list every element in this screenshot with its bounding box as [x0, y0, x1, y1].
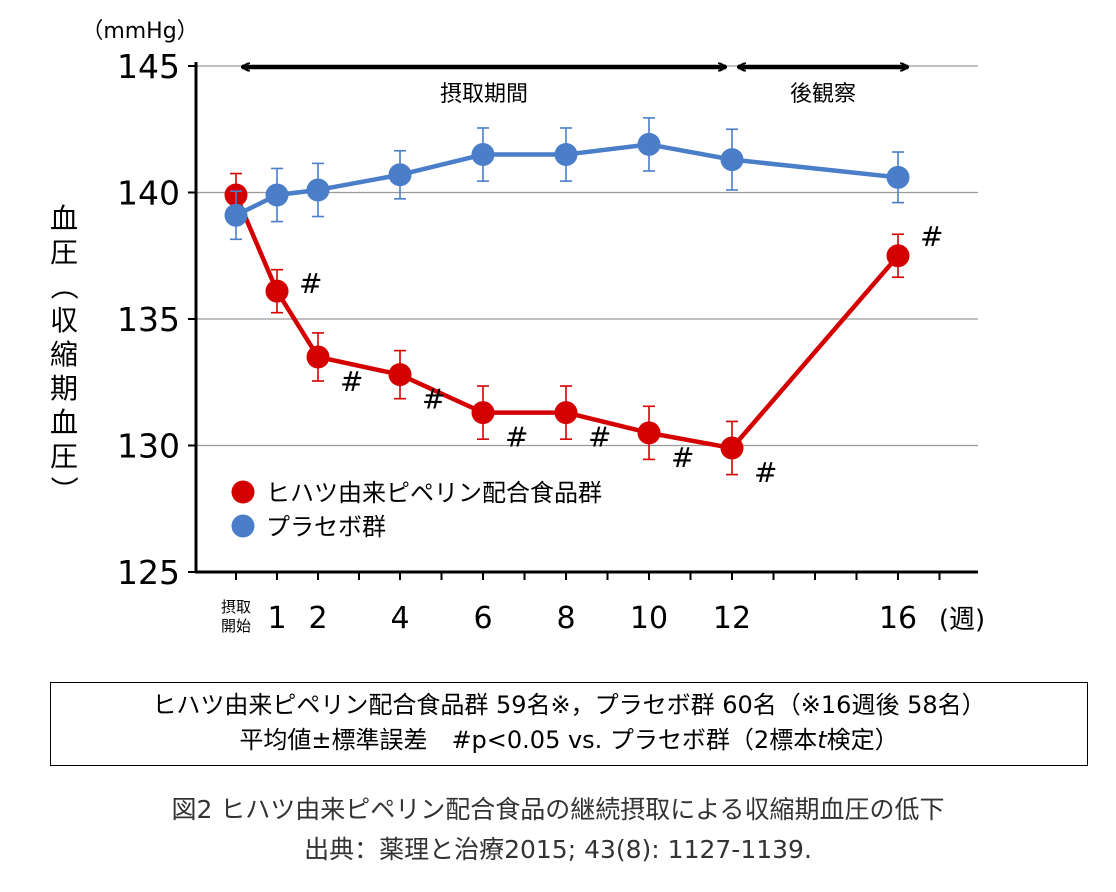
data-point-1-7 [720, 148, 744, 172]
period-arrows: 摂取期間 後観察 [242, 67, 908, 107]
note-line-2-prefix: 平均値±標準誤差 #p<0.05 vs. プラセボ群（2標本 [239, 726, 818, 754]
data-point-1-4 [471, 143, 495, 167]
x-tick-label-2: 2 [308, 601, 327, 636]
sig-marker-0-6: # [671, 441, 694, 474]
y-label-char-1: 圧 [50, 236, 78, 269]
period-label-0: 摂取期間 [440, 82, 528, 107]
data-point-0-1 [265, 279, 289, 303]
x-tick-label-16: 16 [879, 601, 917, 636]
x-start-label-line2: 開始 [221, 617, 251, 635]
figure-caption: 図2 ヒハツ由来ピペリン配合食品の継続摂取による収縮期血圧の低下 [171, 795, 945, 824]
data-point-1-1 [265, 183, 289, 207]
x-tick-label-8: 8 [556, 601, 575, 636]
x-tick-label-10: 10 [630, 601, 668, 636]
data-point-1-0 [224, 203, 248, 227]
series-layer: # # # # # # # # [224, 117, 943, 489]
y-tick-label-135: 135 [117, 300, 180, 339]
y-label-char-0: 血 [50, 202, 78, 235]
data-point-0-6 [637, 421, 661, 445]
x-tick-label-6: 6 [473, 601, 492, 636]
y-unit-label: （mmHg） [81, 19, 198, 44]
y-tick-label-140: 140 [117, 174, 180, 213]
sig-marker-0-7: # [754, 456, 777, 489]
data-point-1-5 [554, 143, 578, 167]
y-label-char-8: ） [47, 476, 80, 504]
axes [188, 62, 978, 580]
gridlines [196, 65, 978, 447]
note-line-2-italic: t [817, 726, 827, 754]
data-point-0-4 [471, 401, 495, 425]
data-point-0-5 [554, 401, 578, 425]
data-point-0-7 [720, 436, 744, 460]
y-label-char-7: 圧 [50, 440, 78, 473]
y-label-char-3: 収 [50, 304, 78, 337]
series-1 [224, 117, 910, 241]
data-point-1-2 [306, 178, 330, 202]
legend-label-1: プラセボ群 [266, 513, 386, 541]
sig-marker-0-4: # [505, 421, 528, 454]
note-line-2-suffix: 検定） [826, 726, 899, 754]
x-tick-label-12: 12 [713, 601, 751, 636]
sig-marker-0-1: # [299, 267, 322, 300]
legend-label-0: ヒハツ由来ピペリン配合食品群 [266, 479, 602, 507]
data-point-0-8 [886, 244, 910, 268]
sig-marker-0-5: # [588, 421, 611, 454]
x-start-label-line1: 摂取 [221, 598, 251, 616]
legend-marker-1 [231, 514, 255, 538]
y-label-char-4: 縮 [50, 338, 78, 371]
series-0: # # # # # # # # [224, 172, 943, 489]
note-line-2: 平均値±標準誤差 #p<0.05 vs. プラセボ群（2標本t検定） [51, 723, 1087, 758]
figure-source: 出典：薬理と治療2015; 43(8): 1127-1139. [304, 835, 812, 864]
y-tick-label-125: 125 [117, 553, 180, 592]
y-label-char-6: 血 [50, 406, 78, 439]
note-line-1: ヒハツ由来ピペリン配合食品群 59名※，プラセボ群 60名（※16週後 58名） [152, 691, 986, 719]
data-point-1-8 [886, 165, 910, 189]
data-point-0-2 [306, 345, 330, 369]
data-point-1-6 [637, 132, 661, 156]
data-point-0-3 [388, 363, 412, 387]
y-label-char-2: （ [47, 272, 80, 300]
sig-marker-0-8: # [920, 220, 943, 253]
legend-marker-0 [231, 480, 255, 504]
x-unit-label: (週) [939, 605, 985, 635]
period-label-1: 後観察 [790, 82, 856, 107]
sig-marker-0-3: # [422, 383, 445, 416]
data-point-1-3 [388, 163, 412, 187]
study-note-box: ヒハツ由来ピペリン配合食品群 59名※，プラセボ群 60名（※16週後 58名）… [50, 682, 1088, 766]
y-label-char-5: 期 [50, 372, 78, 405]
sig-marker-0-2: # [340, 365, 363, 398]
y-tick-label-130: 130 [117, 427, 180, 466]
x-tick-label-4: 4 [390, 601, 409, 636]
x-tick-label-1: 1 [267, 601, 286, 636]
y-tick-label-145: 145 [117, 47, 180, 86]
